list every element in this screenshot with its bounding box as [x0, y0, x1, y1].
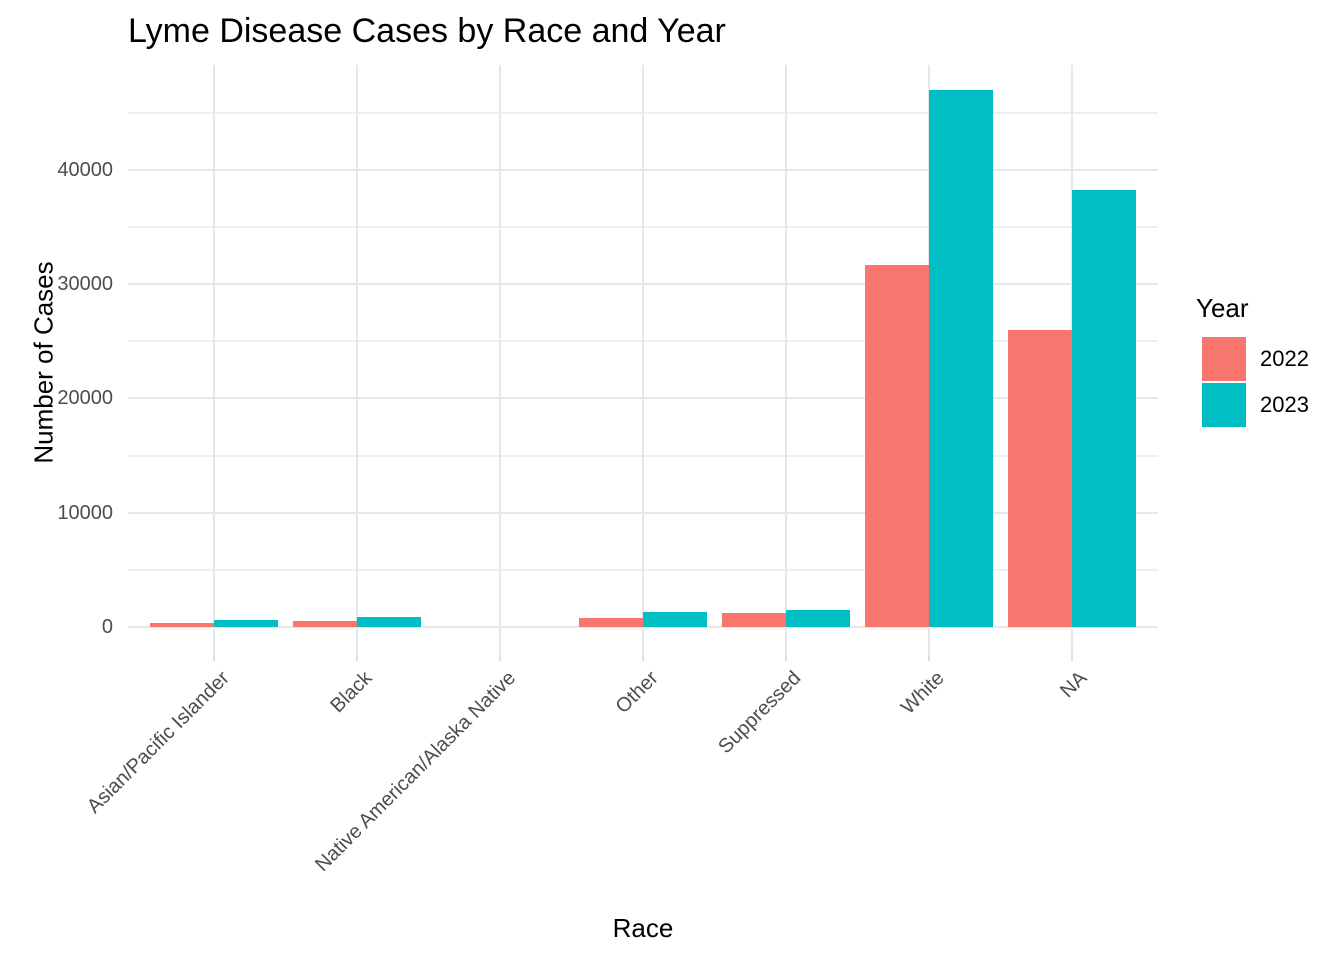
- x-tick-label: White: [896, 667, 949, 719]
- y-tick-label: 0: [101, 616, 113, 638]
- x-tick-label: Suppressed: [714, 667, 806, 759]
- x-tick-label: NA: [1056, 667, 1092, 703]
- bar-2022-suppressed: [722, 613, 786, 627]
- legend-label-2023: 2023: [1260, 392, 1309, 417]
- x-gridline: [356, 65, 358, 655]
- bar-2023-white: [929, 90, 993, 627]
- bar-2023-black: [357, 617, 421, 627]
- x-axis-tick: [213, 655, 215, 661]
- legend-item-2023: 2023: [1196, 383, 1344, 427]
- bar-2023-other: [643, 612, 707, 627]
- bar-2023-na: [1072, 190, 1136, 627]
- x-tick-label: Other: [611, 667, 663, 718]
- bar-2022-black: [293, 621, 357, 627]
- x-axis-tick: [499, 655, 501, 661]
- x-axis-tick: [356, 655, 358, 661]
- y-tick-label: 30000: [57, 273, 113, 296]
- x-tick-label: Asian/Pacific Islander: [82, 667, 234, 818]
- legend-title: Year: [1196, 293, 1249, 323]
- bar-2022-asian-pacific-islander: [150, 623, 214, 627]
- y-tick-label: 10000: [57, 501, 113, 524]
- y-tick-label: 20000: [57, 387, 113, 410]
- x-gridline: [499, 65, 501, 655]
- legend-swatch-2022: [1202, 337, 1246, 381]
- legend: Year 2022 2023: [1196, 293, 1344, 429]
- legend-swatch-2023: [1202, 383, 1246, 427]
- x-axis-tick: [1071, 655, 1073, 661]
- x-tick-label: Black: [326, 667, 377, 718]
- x-gridline: [785, 65, 787, 655]
- bar-2022-na: [1008, 330, 1072, 627]
- x-axis-title: Race: [612, 913, 674, 943]
- x-gridline: [642, 65, 644, 655]
- bar-2022-other: [579, 618, 643, 627]
- bar-2023-suppressed: [786, 610, 850, 627]
- bar-2022-white: [865, 265, 929, 627]
- x-axis-tick: [928, 655, 930, 661]
- legend-item-2022: 2022: [1196, 337, 1344, 381]
- bar-2023-asian-pacific-islander: [214, 620, 278, 627]
- x-gridline: [213, 65, 215, 655]
- plot-panel: [128, 65, 1158, 655]
- x-axis-tick: [642, 655, 644, 661]
- legend-label-2022: 2022: [1260, 346, 1309, 371]
- chart-title: Lyme Disease Cases by Race and Year: [128, 12, 726, 50]
- y-tick-label: 40000: [57, 158, 113, 181]
- x-axis-tick: [785, 655, 787, 661]
